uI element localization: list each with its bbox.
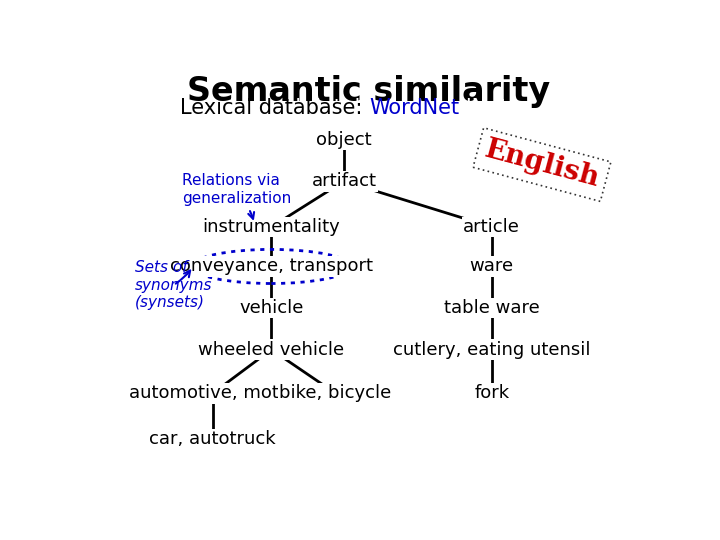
Text: Relations via
generalization: Relations via generalization: [182, 173, 292, 219]
Text: cutlery, eating utensil: cutlery, eating utensil: [393, 341, 590, 359]
Text: Semantic similarity: Semantic similarity: [187, 75, 551, 108]
Text: Lexical database:: Lexical database:: [180, 98, 369, 118]
Text: car, autotruck: car, autotruck: [150, 430, 276, 448]
Text: article: article: [464, 218, 520, 236]
Text: fork: fork: [474, 384, 509, 402]
Text: vehicle: vehicle: [239, 299, 304, 317]
Text: conveyance, transport: conveyance, transport: [170, 258, 373, 275]
Text: object: object: [316, 131, 372, 149]
Text: Sets of
synonyms
(synsets): Sets of synonyms (synsets): [135, 260, 212, 310]
Text: Lexical database: WordNet: Lexical database: WordNet: [230, 98, 508, 118]
Text: ware: ware: [469, 258, 514, 275]
Text: WordNet: WordNet: [369, 98, 459, 118]
Text: artifact: artifact: [311, 172, 377, 190]
Text: wheeled vehicle: wheeled vehicle: [198, 341, 344, 359]
Text: table ware: table ware: [444, 299, 539, 317]
Text: English: English: [482, 136, 603, 193]
Text: automotive, motor: automotive, motor: [129, 384, 297, 402]
Text: bike, bicycle: bike, bicycle: [279, 384, 392, 402]
Text: instrumentality: instrumentality: [202, 218, 341, 236]
